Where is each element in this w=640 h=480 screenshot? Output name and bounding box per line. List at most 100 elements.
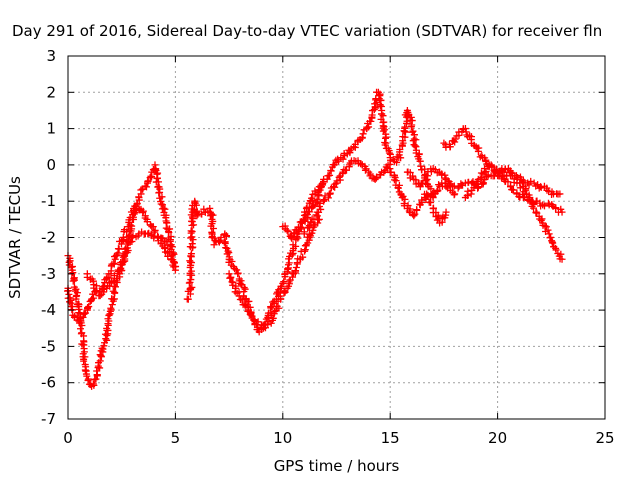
- data-point: [152, 178, 160, 186]
- data-point: [327, 166, 335, 174]
- data-point: [465, 178, 473, 186]
- data-point: [538, 215, 546, 223]
- y-tick-label: 1: [46, 120, 56, 138]
- data-point: [162, 238, 170, 246]
- data-point: [393, 158, 401, 166]
- data-point: [556, 190, 564, 198]
- data-point: [153, 174, 161, 182]
- data-point: [126, 221, 134, 229]
- data-point: [544, 199, 552, 207]
- data-point: [434, 187, 442, 195]
- series-track-e: [225, 215, 323, 332]
- data-point: [227, 273, 235, 281]
- data-point: [474, 147, 482, 155]
- data-point: [411, 210, 419, 218]
- data-point: [110, 259, 118, 267]
- data-point: [187, 276, 195, 284]
- data-point: [525, 181, 533, 189]
- data-point: [530, 179, 538, 187]
- data-point: [78, 322, 86, 330]
- data-point: [423, 192, 431, 200]
- data-point: [89, 294, 97, 302]
- data-point: [130, 210, 138, 218]
- data-point: [222, 232, 230, 240]
- data-point: [367, 117, 375, 125]
- data-point: [542, 223, 550, 231]
- data-point: [442, 208, 450, 216]
- data-marks: [64, 88, 566, 390]
- data-point: [103, 324, 111, 332]
- series-track-d: [183, 175, 328, 336]
- data-point: [545, 230, 553, 238]
- data-point: [82, 367, 90, 375]
- y-tick-label: -5: [41, 337, 56, 355]
- data-point: [143, 183, 151, 191]
- data-point: [65, 290, 73, 298]
- data-point: [416, 157, 424, 165]
- data-point: [382, 133, 390, 141]
- data-point: [326, 171, 334, 179]
- x-tick-label: 20: [488, 429, 507, 447]
- data-point: [430, 189, 438, 197]
- data-point: [333, 177, 341, 185]
- x-tick-label: 15: [381, 429, 400, 447]
- series-track-j: [461, 161, 566, 216]
- data-point: [300, 228, 308, 236]
- data-point: [320, 197, 328, 205]
- data-point: [85, 303, 93, 311]
- data-point: [149, 223, 157, 231]
- data-point: [165, 247, 173, 255]
- data-point: [271, 307, 279, 315]
- data-point: [305, 208, 313, 216]
- data-point: [144, 177, 152, 185]
- data-point: [66, 298, 74, 306]
- data-point: [186, 257, 194, 265]
- data-point: [187, 267, 195, 275]
- data-point: [496, 168, 504, 176]
- data-point: [186, 284, 194, 292]
- data-point: [366, 170, 374, 178]
- data-point: [123, 228, 131, 236]
- data-point: [99, 345, 107, 353]
- data-point: [401, 195, 409, 203]
- y-tick-label: -6: [41, 374, 56, 392]
- data-point: [404, 112, 412, 120]
- data-point: [281, 288, 289, 296]
- data-point: [209, 217, 217, 225]
- data-point: [193, 212, 201, 220]
- data-point: [326, 189, 334, 197]
- data-point: [241, 301, 249, 309]
- data-point: [273, 302, 281, 310]
- data-point: [419, 179, 427, 187]
- data-point: [552, 246, 560, 254]
- data-point: [114, 245, 122, 253]
- data-point: [407, 113, 415, 121]
- data-point: [187, 250, 195, 258]
- data-point: [70, 276, 78, 284]
- data-point: [499, 172, 507, 180]
- data-point: [446, 143, 454, 151]
- series-track-g: [300, 157, 450, 238]
- data-point: [191, 199, 199, 207]
- data-point: [307, 194, 315, 202]
- data-point: [365, 123, 373, 131]
- data-point: [529, 199, 537, 207]
- data-point: [283, 226, 291, 234]
- data-point: [128, 222, 136, 230]
- data-point: [407, 123, 415, 131]
- data-point: [161, 205, 169, 213]
- data-point: [99, 285, 107, 293]
- data-point: [537, 183, 545, 191]
- data-point: [412, 136, 420, 144]
- data-point: [187, 227, 195, 235]
- data-point: [516, 184, 524, 192]
- series-track-c: [83, 228, 175, 300]
- data-point: [411, 142, 419, 150]
- data-point: [519, 194, 527, 202]
- data-point: [385, 149, 393, 157]
- data-point: [467, 190, 475, 198]
- data-point: [299, 253, 307, 261]
- data-point: [105, 311, 113, 319]
- data-point: [95, 359, 103, 367]
- data-point: [121, 252, 129, 260]
